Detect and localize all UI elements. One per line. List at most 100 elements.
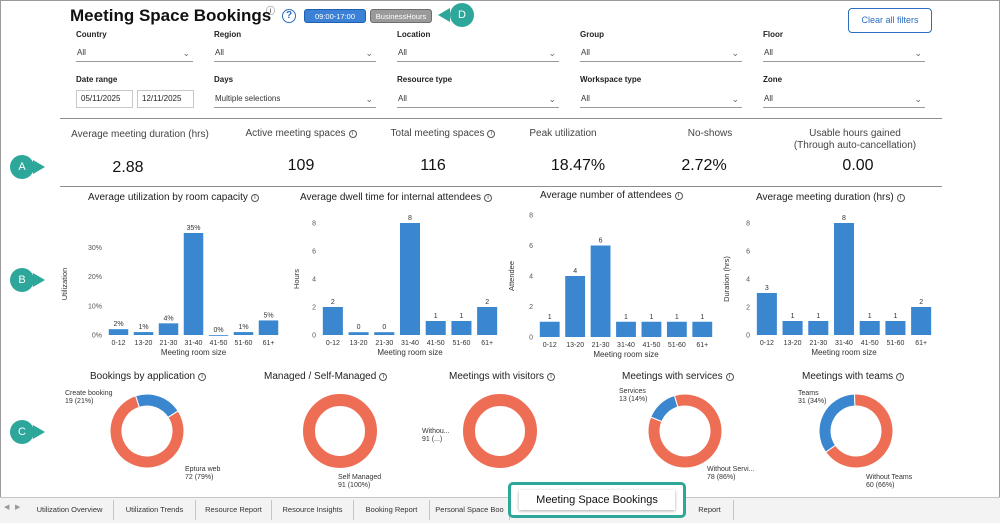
data-label: 35% — [186, 225, 200, 232]
y-axis-label: Utilization — [60, 268, 69, 301]
workspace-type-select[interactable]: All ⌄ — [580, 90, 742, 108]
date-end-input[interactable]: 12/11/2025 — [137, 90, 194, 108]
kpi-label-no-shows: No-shows — [687, 128, 733, 139]
x-axis-label: Meeting room size — [377, 348, 443, 357]
chevron-down-icon: ⌄ — [914, 48, 922, 58]
x-tick-label: 21-30 — [375, 340, 393, 347]
tab-resource-insights[interactable]: Resource Insights — [272, 500, 354, 520]
slice-value-label: 31 (34%) — [798, 398, 826, 405]
bar — [692, 321, 713, 337]
slice-value-label: 72 (79%) — [185, 474, 213, 481]
chevron-down-icon: ⌄ — [365, 94, 373, 104]
info-icon[interactable]: i — [896, 194, 905, 202]
data-label: 1 — [791, 313, 795, 320]
bar — [477, 307, 498, 335]
tab-personal-space-bookings[interactable]: Personal Space Boo — [430, 500, 510, 520]
time-range-pill[interactable]: 09:00-17:00 — [304, 9, 366, 23]
bar — [641, 321, 662, 337]
country-select[interactable]: All ⌄ — [76, 44, 193, 62]
business-hours-pill[interactable]: BusinessHours — [370, 9, 432, 23]
zone-label: Zone — [763, 75, 783, 84]
kpi-value-no-shows: 2.72% — [681, 157, 727, 174]
donut-slice — [303, 394, 377, 468]
slice-value-label: 19 (21%) — [65, 398, 93, 405]
info-icon[interactable]: i — [379, 373, 388, 381]
country-value: All — [77, 48, 86, 57]
slice-value-label: 78 (86%) — [707, 474, 735, 481]
bar — [108, 329, 129, 335]
slice-value-label: 91 (...) — [422, 436, 442, 443]
data-label: 1 — [700, 314, 704, 321]
data-label: 2 — [919, 299, 923, 306]
info-icon[interactable]: i — [250, 194, 259, 202]
floor-value: All — [764, 48, 773, 57]
info-icon[interactable]: i — [487, 130, 496, 138]
data-label: 1 — [548, 314, 552, 321]
chevron-down-icon: ⌄ — [548, 48, 556, 58]
callout-d-badge: D — [450, 3, 474, 27]
floor-select[interactable]: All ⌄ — [763, 44, 925, 62]
x-tick-label: 41-50 — [427, 340, 445, 347]
data-label: 1 — [868, 313, 872, 320]
resource-type-select[interactable]: All ⌄ — [397, 90, 559, 108]
location-label: Location — [397, 30, 431, 39]
info-icon[interactable]: i — [547, 373, 556, 381]
callout-b-pointer — [33, 273, 45, 287]
group-value: All — [581, 48, 590, 57]
zone-select[interactable]: All ⌄ — [763, 90, 925, 108]
divider — [60, 118, 942, 119]
x-tick-label: 41-50 — [861, 340, 879, 347]
info-icon[interactable]: i — [198, 373, 207, 381]
kpi-label-usable-hours: Usable hours gained (Through auto-cancell… — [793, 128, 917, 151]
clear-all-filters-button[interactable]: Clear all filters — [848, 8, 932, 33]
y-tick-label: 6 — [529, 243, 533, 250]
country-label: Country — [76, 30, 107, 39]
zone-value: All — [764, 94, 773, 103]
info-icon[interactable]: i — [674, 192, 683, 200]
y-tick-label: 30% — [88, 245, 102, 252]
tab-utilization-overview[interactable]: Utilization Overview — [26, 500, 114, 520]
donut-slice — [109, 395, 185, 469]
tab-scroll-right-icon[interactable]: ▶ — [15, 504, 21, 511]
group-select[interactable]: All ⌄ — [580, 44, 742, 62]
info-icon[interactable]: i — [896, 373, 905, 381]
y-tick-label: 6 — [312, 249, 316, 256]
x-tick-label: 21-30 — [592, 342, 610, 349]
y-tick-label: 10% — [88, 303, 102, 310]
callout-a-pointer — [33, 160, 45, 174]
tab-scroll-left-icon[interactable]: ◀ — [4, 504, 10, 511]
info-icon[interactable]: i — [484, 194, 493, 202]
location-select[interactable]: All ⌄ — [397, 44, 559, 62]
title-info-icon[interactable]: ⓘ — [266, 6, 276, 16]
info-icon[interactable]: i — [725, 373, 734, 381]
bar-chart-title-duration: Average meeting duration (hrs) i — [756, 192, 905, 203]
data-label: 1 — [459, 313, 463, 320]
x-axis-label: Meeting room size — [161, 348, 227, 357]
slice-name-label: Services — [619, 388, 646, 395]
tab-resource-report[interactable]: Resource Report — [196, 500, 272, 520]
tab-utilization-trends[interactable]: Utilization Trends — [114, 500, 196, 520]
tab-meeting-space-bookings[interactable]: Meeting Space Bookings — [508, 482, 686, 518]
help-icon[interactable]: ? — [282, 9, 296, 23]
bar-chart-attendees: 0 2 4 6 8 Attendee 1 0-12 4 13-20 6 21-30 1 31-40 1 41-… — [507, 213, 713, 359]
y-axis-label: Duration (hrs) — [722, 256, 731, 302]
bar — [808, 321, 829, 335]
region-select[interactable]: All ⌄ — [214, 44, 376, 62]
y-tick-label: 0 — [312, 333, 316, 340]
tab-report[interactable]: Report — [686, 500, 734, 520]
date-start-input[interactable]: 05/11/2025 — [76, 90, 133, 108]
days-select[interactable]: Multiple selections ⌄ — [214, 90, 376, 108]
bar — [348, 332, 369, 335]
data-label: 4% — [163, 315, 173, 322]
info-icon[interactable]: i — [348, 130, 357, 138]
tab-booking-report[interactable]: Booking Report — [354, 500, 430, 520]
y-tick-label: 4 — [746, 277, 750, 284]
data-label: 2 — [485, 299, 489, 306]
donut-title-services: Meetings with services i — [622, 371, 734, 382]
bar — [666, 321, 687, 337]
bar — [539, 321, 560, 337]
x-tick-label: 51-60 — [235, 340, 253, 347]
slice-name-label: Self Managed — [338, 474, 381, 481]
bar-chart-duration: 0 2 4 6 8 Duration (hrs) 3 0-12 1 13-20 1 21-30 8 31-… — [722, 215, 932, 357]
